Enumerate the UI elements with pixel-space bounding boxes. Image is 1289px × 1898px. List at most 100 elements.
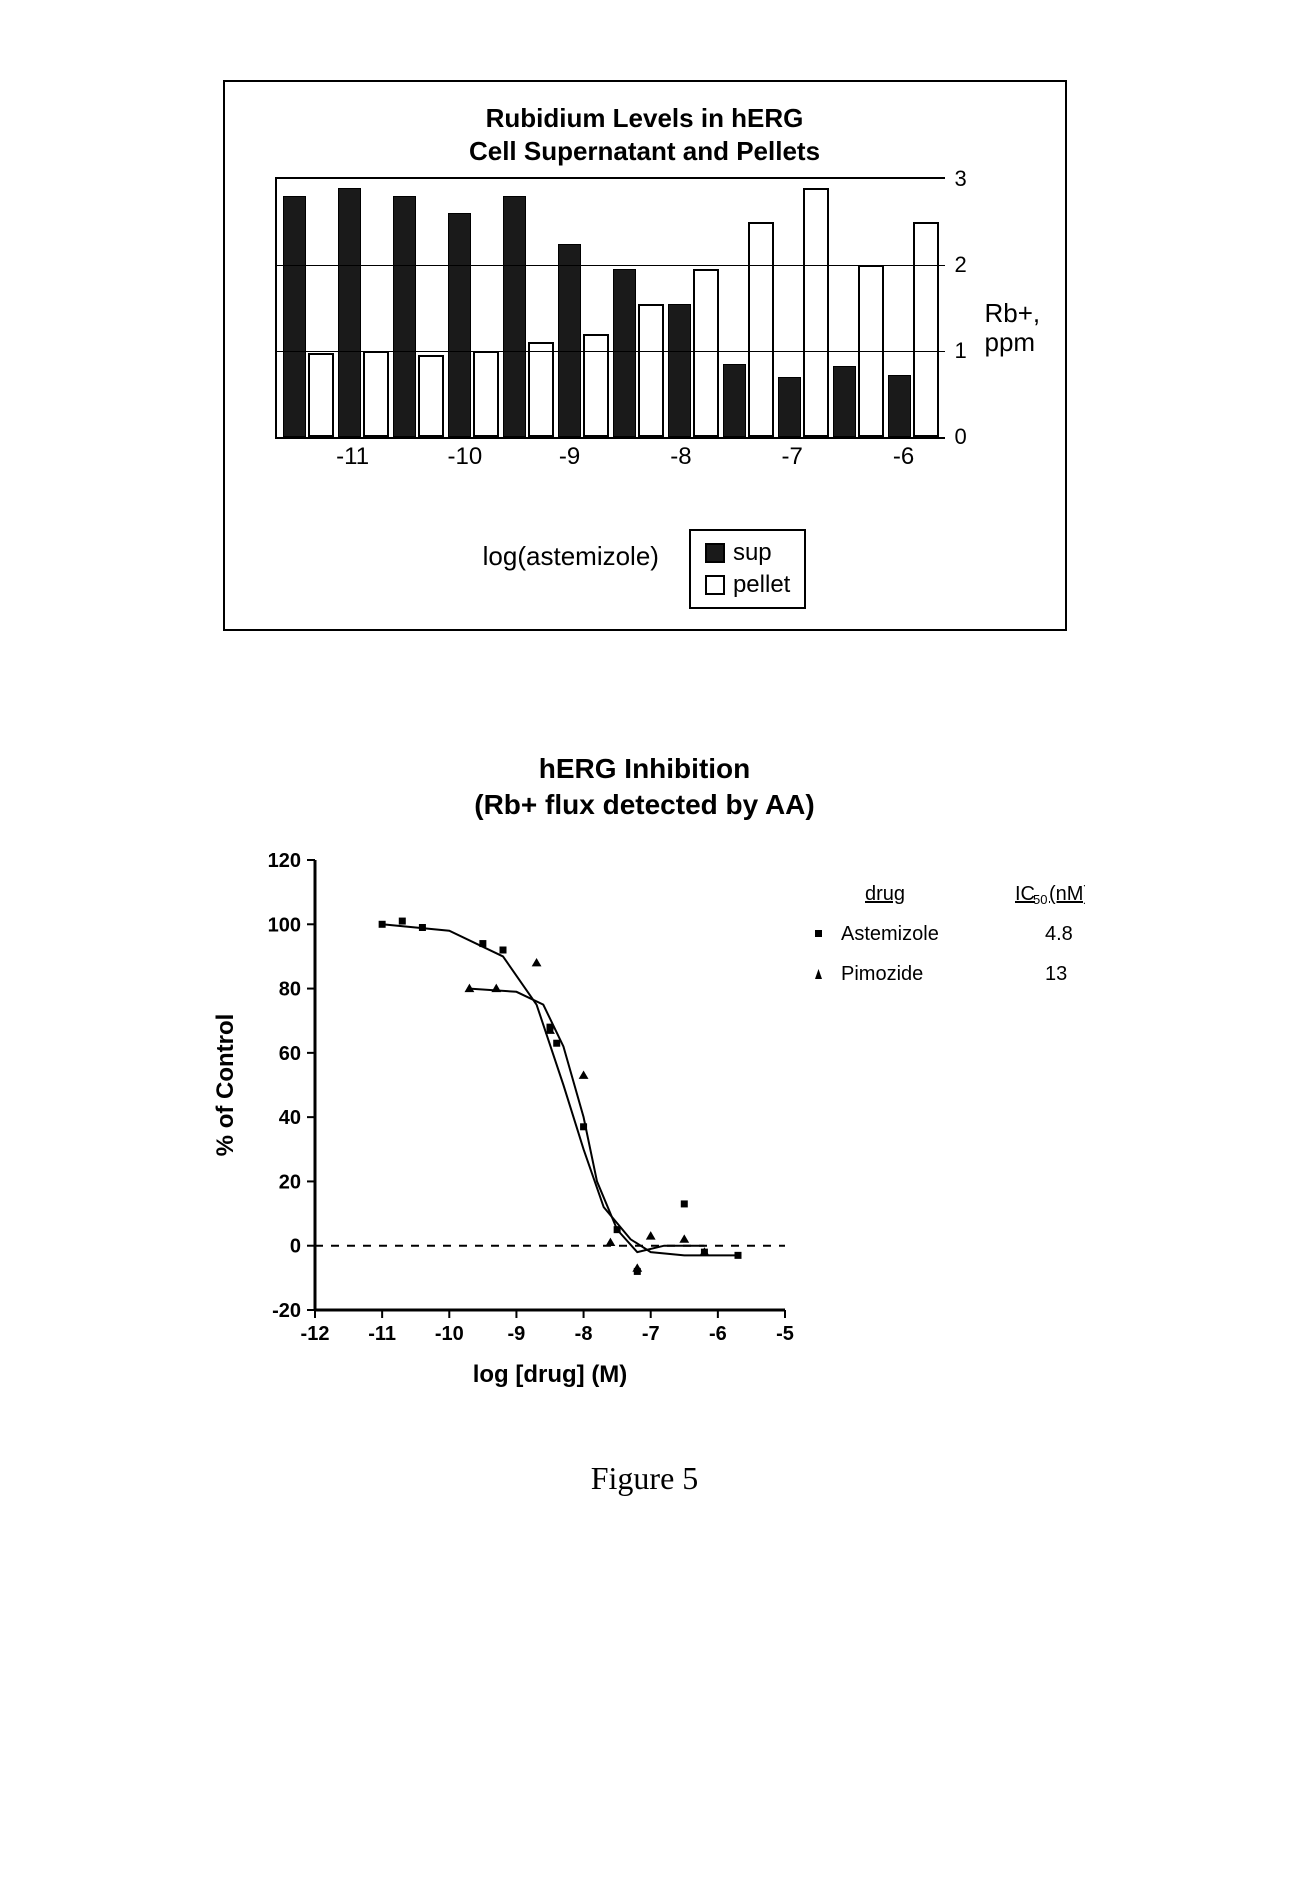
chart2-xtick-label: -12	[300, 1323, 329, 1345]
astemizole-point	[680, 1200, 687, 1207]
astemizole-point	[734, 1252, 741, 1259]
pimozide-point	[605, 1237, 615, 1245]
chart2-xtick-label: -11	[368, 1323, 396, 1345]
chart1-xtick-label	[277, 443, 333, 471]
legend-drug-name: Pimozide	[841, 963, 923, 985]
chart2-ytick-label: 0	[289, 1235, 300, 1257]
bar-pair	[723, 179, 774, 437]
legend-row-sup: sup	[705, 537, 790, 569]
chart1-xtick-label: -7	[778, 443, 834, 471]
legend-marker-square	[815, 930, 822, 937]
astemizole-point	[613, 1226, 620, 1233]
bar-pellet	[473, 351, 499, 437]
bar-pair	[448, 179, 499, 437]
bar-sup	[888, 375, 912, 437]
astemizole-point	[378, 921, 385, 928]
legend-marker-triangle	[815, 969, 822, 979]
pimozide-point	[632, 1263, 642, 1271]
pimozide-point	[491, 983, 501, 991]
legend-label-sup: sup	[733, 539, 772, 567]
chart1-ytick-label: 3	[945, 166, 967, 192]
pimozide-point	[578, 1070, 588, 1078]
chart1-xtick-label	[388, 443, 444, 471]
chart1-xtick-label	[722, 443, 778, 471]
bar-sup	[283, 196, 307, 437]
chart1-ytick-label: 0	[945, 424, 967, 450]
pimozide-curve	[469, 988, 704, 1252]
bar-pellet	[693, 269, 719, 437]
legend-header-ic50: IC	[1015, 883, 1035, 905]
bar-pair	[283, 179, 334, 437]
chart2-xtick-label: -9	[507, 1323, 525, 1345]
chart1-yaxis-title-2: ppm	[985, 327, 1036, 357]
bar-pellet	[748, 222, 774, 437]
bar-pellet	[638, 304, 664, 437]
legend-row-pellet: pellet	[705, 569, 790, 601]
chart2-ytick-label: 20	[278, 1171, 300, 1193]
chart1-xtick-label	[499, 443, 555, 471]
bar-sup	[723, 364, 747, 437]
chart1-yaxis-title: Rb+, ppm	[945, 299, 1041, 356]
bar-sup	[778, 377, 802, 437]
chart1-xtick-label	[611, 443, 667, 471]
legend-drug-name: Astemizole	[841, 923, 939, 945]
bar-pair	[613, 179, 664, 437]
bar-sup	[558, 244, 582, 438]
astemizole-point	[398, 917, 405, 924]
bar-pellet	[363, 351, 389, 437]
bar-sup	[833, 366, 857, 437]
bar-sup	[393, 196, 417, 437]
pimozide-point	[645, 1231, 655, 1239]
legend-header-ic50-unit: (nM)	[1049, 883, 1085, 905]
chart1-yaxis-title-1: Rb+,	[985, 298, 1041, 328]
chart2-ytick-label: 120	[267, 850, 300, 872]
chart1-bars	[277, 179, 945, 437]
legend-ic50-value: 13	[1045, 963, 1067, 985]
chart2-y-title: % of Control	[212, 1013, 239, 1156]
bar-pair	[338, 179, 389, 437]
bar-sup	[448, 213, 472, 437]
bar-pellet	[308, 353, 334, 437]
legend-swatch-pellet	[705, 575, 725, 595]
chart1-xtick-label: -6	[889, 443, 945, 471]
bar-sup	[668, 304, 692, 437]
legend-header-ic50-sub: 50	[1033, 892, 1047, 907]
chart1-title-line1: Rubidium Levels in hERG	[486, 103, 804, 133]
legend-header-drug: drug	[865, 883, 905, 905]
chart1-xtick-label	[833, 443, 889, 471]
chart2-ytick-label: 100	[267, 914, 300, 936]
bar-sup	[613, 269, 637, 437]
chart1-legend: sup pellet	[689, 529, 806, 609]
astemizole-point	[499, 946, 506, 953]
chart2-panel: hERG Inhibition (Rb+ flux detected by AA…	[195, 751, 1095, 1400]
astemizole-point	[580, 1123, 587, 1130]
bar-pair	[558, 179, 609, 437]
chart1-bottom: log(astemizole) sup pellet	[265, 529, 1025, 609]
chart2-ytick-label: -20	[272, 1300, 301, 1322]
pimozide-point	[679, 1234, 689, 1242]
bar-sup	[503, 196, 527, 437]
chart2-xtick-label: -8	[574, 1323, 592, 1345]
bar-sup	[338, 188, 362, 437]
chart1-title: Rubidium Levels in hERG Cell Supernatant…	[265, 102, 1025, 167]
chart2-ytick-label: 80	[278, 978, 300, 1000]
bar-pellet	[803, 188, 829, 437]
chart2-xtick-label: -10	[434, 1323, 463, 1345]
chart1-xtick-label: -11	[332, 443, 388, 471]
chart1-area: -11-10-9-8-7-6 0123 Rb+, ppm	[275, 177, 945, 479]
bar-pellet	[528, 342, 554, 437]
chart2-xtick-label: -6	[708, 1323, 726, 1345]
legend-ic50-value: 4.8	[1045, 923, 1073, 945]
figure-caption: Figure 5	[45, 1460, 1245, 1497]
bar-pellet	[418, 355, 444, 437]
chart1-gridline	[277, 351, 945, 352]
chart2-title-line2: (Rb+ flux detected by AA)	[474, 789, 814, 820]
chart2-xtick-label: -7	[641, 1323, 659, 1345]
astemizole-point	[418, 924, 425, 931]
chart1-xlabels: -11-10-9-8-7-6	[277, 437, 945, 471]
chart1-gridline	[277, 265, 945, 266]
bar-pellet	[913, 222, 939, 437]
legend-swatch-sup	[705, 543, 725, 563]
chart2-x-title: log [drug] (M)	[472, 1361, 627, 1388]
chart1-xtick-label: -9	[555, 443, 611, 471]
